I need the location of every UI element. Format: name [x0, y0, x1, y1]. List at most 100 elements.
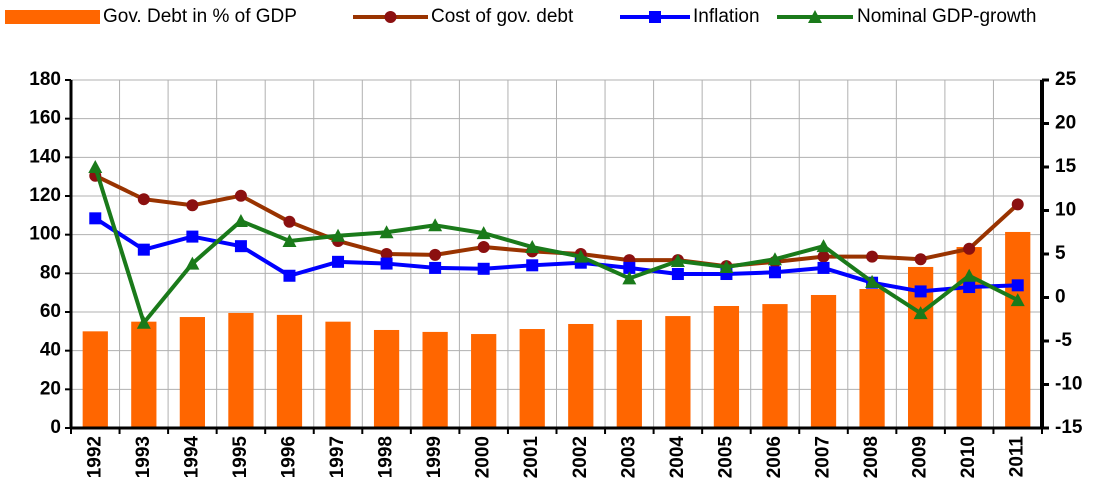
marker	[429, 261, 442, 274]
legend-marker	[808, 10, 822, 23]
y2-tick-label: -15	[1055, 417, 1083, 438]
x-tick-label: 2003	[618, 436, 639, 478]
marker	[913, 306, 928, 320]
bar	[276, 314, 303, 428]
marker	[282, 233, 297, 247]
y2-tick-label: 15	[1055, 156, 1077, 177]
marker	[234, 240, 247, 253]
y-tick-label: 180	[29, 69, 61, 90]
marker	[331, 228, 346, 242]
bar	[228, 312, 254, 428]
marker	[88, 160, 103, 173]
marker	[1011, 198, 1024, 211]
y2-tick-label: 20	[1055, 113, 1076, 134]
x-tick-label: 2011	[1007, 436, 1028, 478]
y-tick-label: 140	[29, 146, 61, 167]
y2-tick-label: -10	[1055, 374, 1082, 395]
x-tick-label: 2004	[667, 436, 688, 479]
legend-label: Inflation	[693, 6, 760, 27]
legend-label: Gov. Debt in % of GDP	[103, 6, 297, 27]
marker	[963, 281, 976, 294]
x-tick-label: 2001	[521, 436, 542, 479]
marker	[526, 259, 539, 272]
x-tick-label: 1993	[133, 436, 154, 478]
y-tick-label: 20	[40, 378, 61, 399]
marker	[817, 261, 830, 274]
bar	[373, 329, 400, 428]
bar	[325, 321, 351, 428]
marker	[332, 255, 345, 268]
y2-tick-label: 0	[1055, 287, 1066, 308]
bar	[422, 331, 448, 428]
marker	[914, 253, 927, 266]
marker	[283, 269, 296, 282]
bar	[665, 316, 691, 428]
bar	[616, 319, 642, 428]
marker	[767, 252, 782, 266]
bar	[762, 304, 788, 428]
line	[93, 166, 1019, 325]
bar	[568, 323, 594, 428]
bar	[82, 331, 108, 428]
marker	[623, 261, 636, 274]
y-tick-label: 120	[29, 185, 61, 206]
line	[94, 216, 1018, 294]
bar	[519, 329, 545, 428]
bar	[1005, 231, 1031, 428]
marker	[477, 241, 490, 254]
marker	[573, 249, 588, 263]
marker	[137, 243, 150, 256]
bar	[179, 317, 205, 428]
x-tick-label: 2005	[715, 436, 736, 479]
y2-tick-label: -5	[1055, 330, 1072, 351]
y2-tick-label: 10	[1055, 200, 1076, 221]
bar	[810, 294, 837, 428]
x-tick-label: 1995	[230, 436, 251, 479]
y-tick-label: 160	[29, 108, 61, 129]
legend-marker	[649, 11, 661, 23]
marker	[186, 230, 199, 243]
marker	[379, 225, 394, 239]
marker	[137, 193, 150, 206]
bar	[713, 306, 740, 428]
marker	[283, 215, 296, 228]
x-tick-label: 2007	[813, 436, 834, 478]
marker	[719, 260, 734, 274]
bar	[471, 334, 497, 428]
marker	[622, 271, 637, 285]
marker	[234, 189, 247, 202]
x-tick-label: 1996	[278, 436, 299, 478]
y-tick-label: 60	[40, 301, 61, 322]
marker	[914, 285, 927, 298]
y2-tick-label: 25	[1055, 69, 1077, 90]
bar	[131, 321, 157, 428]
x-tick-label: 1992	[84, 436, 105, 478]
x-tick-label: 2008	[861, 436, 882, 478]
y-tick-label: 80	[40, 262, 61, 283]
marker	[428, 218, 443, 232]
marker	[186, 199, 199, 212]
marker	[380, 248, 393, 260]
marker	[816, 239, 831, 253]
marker	[671, 268, 684, 281]
legend-swatch	[5, 10, 100, 24]
x-tick-label: 1998	[376, 436, 397, 478]
marker	[185, 256, 200, 270]
x-tick-label: 1999	[424, 436, 445, 478]
x-tick-label: 1994	[181, 436, 202, 479]
marker	[380, 257, 393, 270]
marker	[866, 250, 879, 263]
x-tick-label: 2010	[958, 436, 979, 478]
x-tick-label: 2009	[910, 436, 931, 478]
marker	[476, 226, 491, 240]
x-tick-label: 2006	[764, 436, 785, 478]
x-tick-label: 1997	[327, 436, 348, 478]
y-tick-label: 40	[40, 340, 61, 361]
y-tick-label: 0	[50, 417, 61, 438]
marker	[768, 266, 781, 279]
legend-marker	[384, 11, 397, 23]
legend-label: Cost of gov. debt	[431, 6, 574, 27]
y-tick-label: 100	[29, 224, 61, 245]
marker	[525, 240, 540, 254]
